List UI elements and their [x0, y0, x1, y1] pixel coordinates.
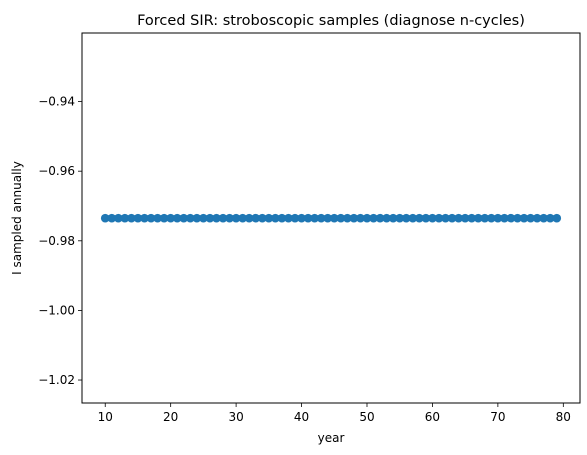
- data-point: [493, 213, 503, 223]
- y-tick-label: −0.94: [38, 95, 75, 109]
- y-tick-label: −0.98: [38, 234, 75, 248]
- data-point: [251, 213, 261, 223]
- data-point: [421, 213, 431, 223]
- data-point: [271, 213, 280, 223]
- y-axis-label: I sampled annually: [10, 161, 24, 275]
- data-point: [159, 213, 169, 223]
- data-point: [120, 213, 130, 223]
- data-point: [519, 213, 529, 223]
- data-point: [316, 213, 326, 223]
- data-point: [467, 213, 476, 223]
- data-point: [257, 213, 267, 223]
- y-tick-label: −1.02: [38, 373, 75, 387]
- data-point: [473, 213, 483, 223]
- x-tick-label: 10: [98, 410, 113, 424]
- data-point: [336, 213, 346, 223]
- data-point: [362, 213, 372, 223]
- data-point: [179, 213, 189, 223]
- data-point: [284, 213, 293, 223]
- data-point: [480, 213, 490, 223]
- data-point: [526, 213, 535, 223]
- y-tick-label: −1.00: [38, 303, 75, 317]
- y-tick-label: −0.96: [38, 164, 75, 178]
- x-tick-label: 40: [294, 410, 309, 424]
- data-series: [100, 213, 562, 223]
- data-point: [212, 213, 221, 223]
- data-point: [428, 213, 437, 223]
- data-point: [277, 213, 287, 223]
- x-tick-label: 80: [556, 410, 571, 424]
- data-point: [297, 213, 306, 223]
- data-point: [100, 213, 110, 223]
- data-point: [225, 213, 234, 223]
- y-axis: −1.02 −1.00 −0.98 −0.96 −0.94: [38, 95, 82, 387]
- data-point: [218, 213, 228, 223]
- chart-title: Forced SIR: stroboscopic samples (diagno…: [137, 13, 525, 29]
- data-point: [329, 213, 339, 223]
- x-tick-label: 50: [359, 410, 374, 424]
- data-point: [395, 213, 405, 223]
- data-point: [205, 213, 215, 223]
- data-point: [238, 213, 247, 223]
- data-point: [500, 213, 509, 223]
- data-point: [140, 213, 149, 223]
- data-point: [303, 213, 313, 223]
- data-point: [454, 213, 463, 223]
- data-point: [166, 213, 175, 223]
- data-point: [172, 213, 182, 223]
- data-point: [441, 213, 450, 223]
- data-point: [323, 213, 333, 223]
- x-axis: 10 20 30 40 50 60 70 80: [98, 403, 571, 424]
- data-point: [539, 213, 548, 223]
- data-point: [107, 213, 117, 223]
- data-point: [434, 213, 444, 223]
- data-point: [401, 213, 411, 223]
- x-tick-label: 30: [228, 410, 243, 424]
- data-point: [369, 213, 378, 223]
- data-point: [487, 213, 496, 223]
- data-point: [447, 213, 457, 223]
- x-tick-label: 20: [163, 410, 178, 424]
- data-point: [127, 213, 136, 223]
- x-axis-label: year: [318, 431, 345, 445]
- data-point: [545, 213, 555, 223]
- data-point: [264, 213, 274, 223]
- data-point: [513, 213, 522, 223]
- data-point: [356, 213, 365, 223]
- data-point: [343, 213, 352, 223]
- data-point: [133, 213, 143, 223]
- data-point: [349, 213, 359, 223]
- data-point: [114, 213, 123, 223]
- data-point: [408, 213, 418, 223]
- data-point: [532, 213, 542, 223]
- data-point: [382, 213, 391, 223]
- data-point: [310, 213, 319, 223]
- data-point: [244, 213, 254, 223]
- data-point: [375, 213, 385, 223]
- data-point: [146, 213, 156, 223]
- data-point: [290, 213, 300, 223]
- data-point: [415, 213, 424, 223]
- data-point: [231, 213, 241, 223]
- data-point: [153, 213, 162, 223]
- data-point: [506, 213, 516, 223]
- data-point: [186, 213, 195, 223]
- data-point: [552, 213, 562, 223]
- data-point: [199, 213, 208, 223]
- x-tick-label: 60: [425, 410, 440, 424]
- data-point: [388, 213, 398, 223]
- x-tick-label: 70: [490, 410, 505, 424]
- data-point: [460, 213, 470, 223]
- data-point: [192, 213, 202, 223]
